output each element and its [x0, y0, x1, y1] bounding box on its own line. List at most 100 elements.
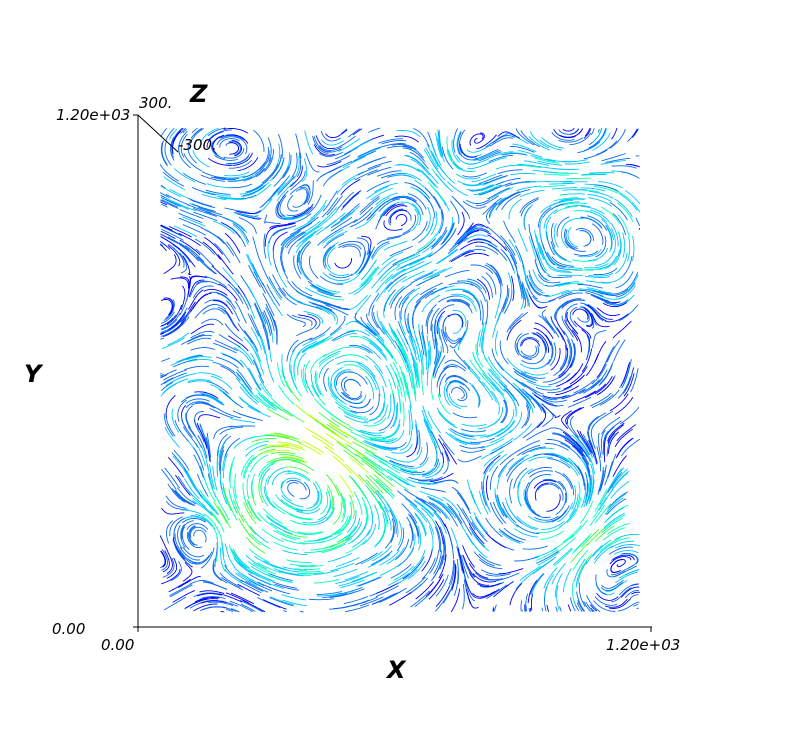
streamline — [604, 249, 620, 269]
streamline — [223, 488, 233, 512]
streamline — [592, 295, 617, 305]
streamline — [336, 360, 362, 366]
streamline — [229, 425, 256, 428]
streamline — [285, 380, 301, 403]
streamline — [276, 435, 302, 444]
streamline — [358, 576, 382, 587]
streamline — [623, 359, 633, 384]
streamline — [220, 307, 237, 329]
streamline — [368, 443, 393, 452]
streamline — [545, 282, 571, 287]
streamline — [188, 289, 204, 310]
streamline — [160, 194, 166, 199]
streamline — [462, 555, 476, 578]
streamline — [614, 428, 633, 448]
streamline — [580, 216, 603, 229]
streamline — [462, 172, 487, 178]
streamline — [325, 230, 348, 245]
streamline — [437, 248, 459, 264]
streamline — [231, 139, 243, 157]
streamline — [385, 430, 405, 444]
streamline — [217, 506, 231, 529]
streamline — [563, 375, 585, 390]
streamline — [398, 172, 422, 182]
streamline — [508, 198, 522, 220]
streamline — [607, 468, 623, 490]
streamline — [265, 307, 275, 331]
streamline — [349, 344, 373, 354]
streamline — [248, 548, 270, 563]
streamline — [209, 291, 232, 303]
streamline — [417, 233, 437, 251]
streamline — [537, 551, 560, 566]
streamline — [329, 535, 352, 548]
streamline — [468, 382, 480, 406]
streamline — [425, 576, 442, 597]
streamline — [287, 471, 311, 482]
streamline — [311, 284, 335, 295]
streamline — [326, 247, 336, 270]
streamline — [435, 132, 442, 158]
streamline — [421, 557, 436, 580]
streamline — [258, 462, 276, 481]
streamline — [436, 310, 446, 335]
streamline — [272, 581, 297, 589]
streamline — [529, 607, 532, 612]
streamline — [381, 140, 407, 145]
streamline — [588, 197, 613, 207]
streamline — [421, 294, 441, 313]
streamline — [291, 152, 298, 178]
streamline — [395, 539, 410, 561]
streamline — [542, 203, 564, 218]
streamline — [329, 591, 355, 598]
streamline — [422, 217, 434, 240]
streamline — [424, 286, 448, 299]
streamline — [548, 291, 573, 302]
streamline — [611, 165, 637, 169]
x-tick-label-max: 1.20e+03 — [606, 636, 681, 654]
streamline — [558, 298, 582, 309]
streamline — [434, 346, 442, 371]
streamline — [594, 375, 613, 395]
streamline — [614, 558, 627, 568]
streamline — [233, 551, 252, 571]
streamline — [566, 501, 581, 524]
streamline — [172, 590, 196, 603]
streamline — [161, 469, 177, 490]
streamline — [544, 454, 568, 463]
streamline — [337, 406, 361, 418]
streamline — [214, 176, 240, 180]
streamline — [445, 380, 465, 392]
streamline — [251, 605, 264, 613]
streamline — [553, 223, 559, 248]
streamline — [584, 304, 604, 322]
streamline — [520, 189, 545, 198]
streamline — [588, 412, 607, 431]
streamline — [340, 203, 360, 221]
streamline — [478, 575, 503, 581]
streamline — [583, 263, 609, 269]
streamline — [522, 345, 540, 359]
streamline — [295, 404, 316, 421]
streamline — [570, 543, 588, 563]
streamline — [483, 455, 501, 475]
streamline — [184, 365, 210, 371]
streamline — [231, 548, 248, 569]
streamline — [191, 186, 216, 196]
streamline — [420, 282, 443, 296]
streamline — [447, 237, 468, 254]
streamline — [541, 137, 565, 149]
streamline — [435, 173, 454, 193]
streamline — [159, 164, 179, 182]
streamline — [197, 372, 223, 379]
streamline — [520, 392, 534, 414]
streamline — [598, 290, 624, 295]
streamline — [618, 193, 638, 211]
streamline — [260, 335, 268, 361]
streamline — [219, 138, 240, 148]
streamline — [434, 320, 438, 346]
streamline — [203, 228, 225, 245]
streamline — [409, 523, 413, 549]
streamline — [420, 350, 424, 376]
streamline — [546, 231, 555, 256]
